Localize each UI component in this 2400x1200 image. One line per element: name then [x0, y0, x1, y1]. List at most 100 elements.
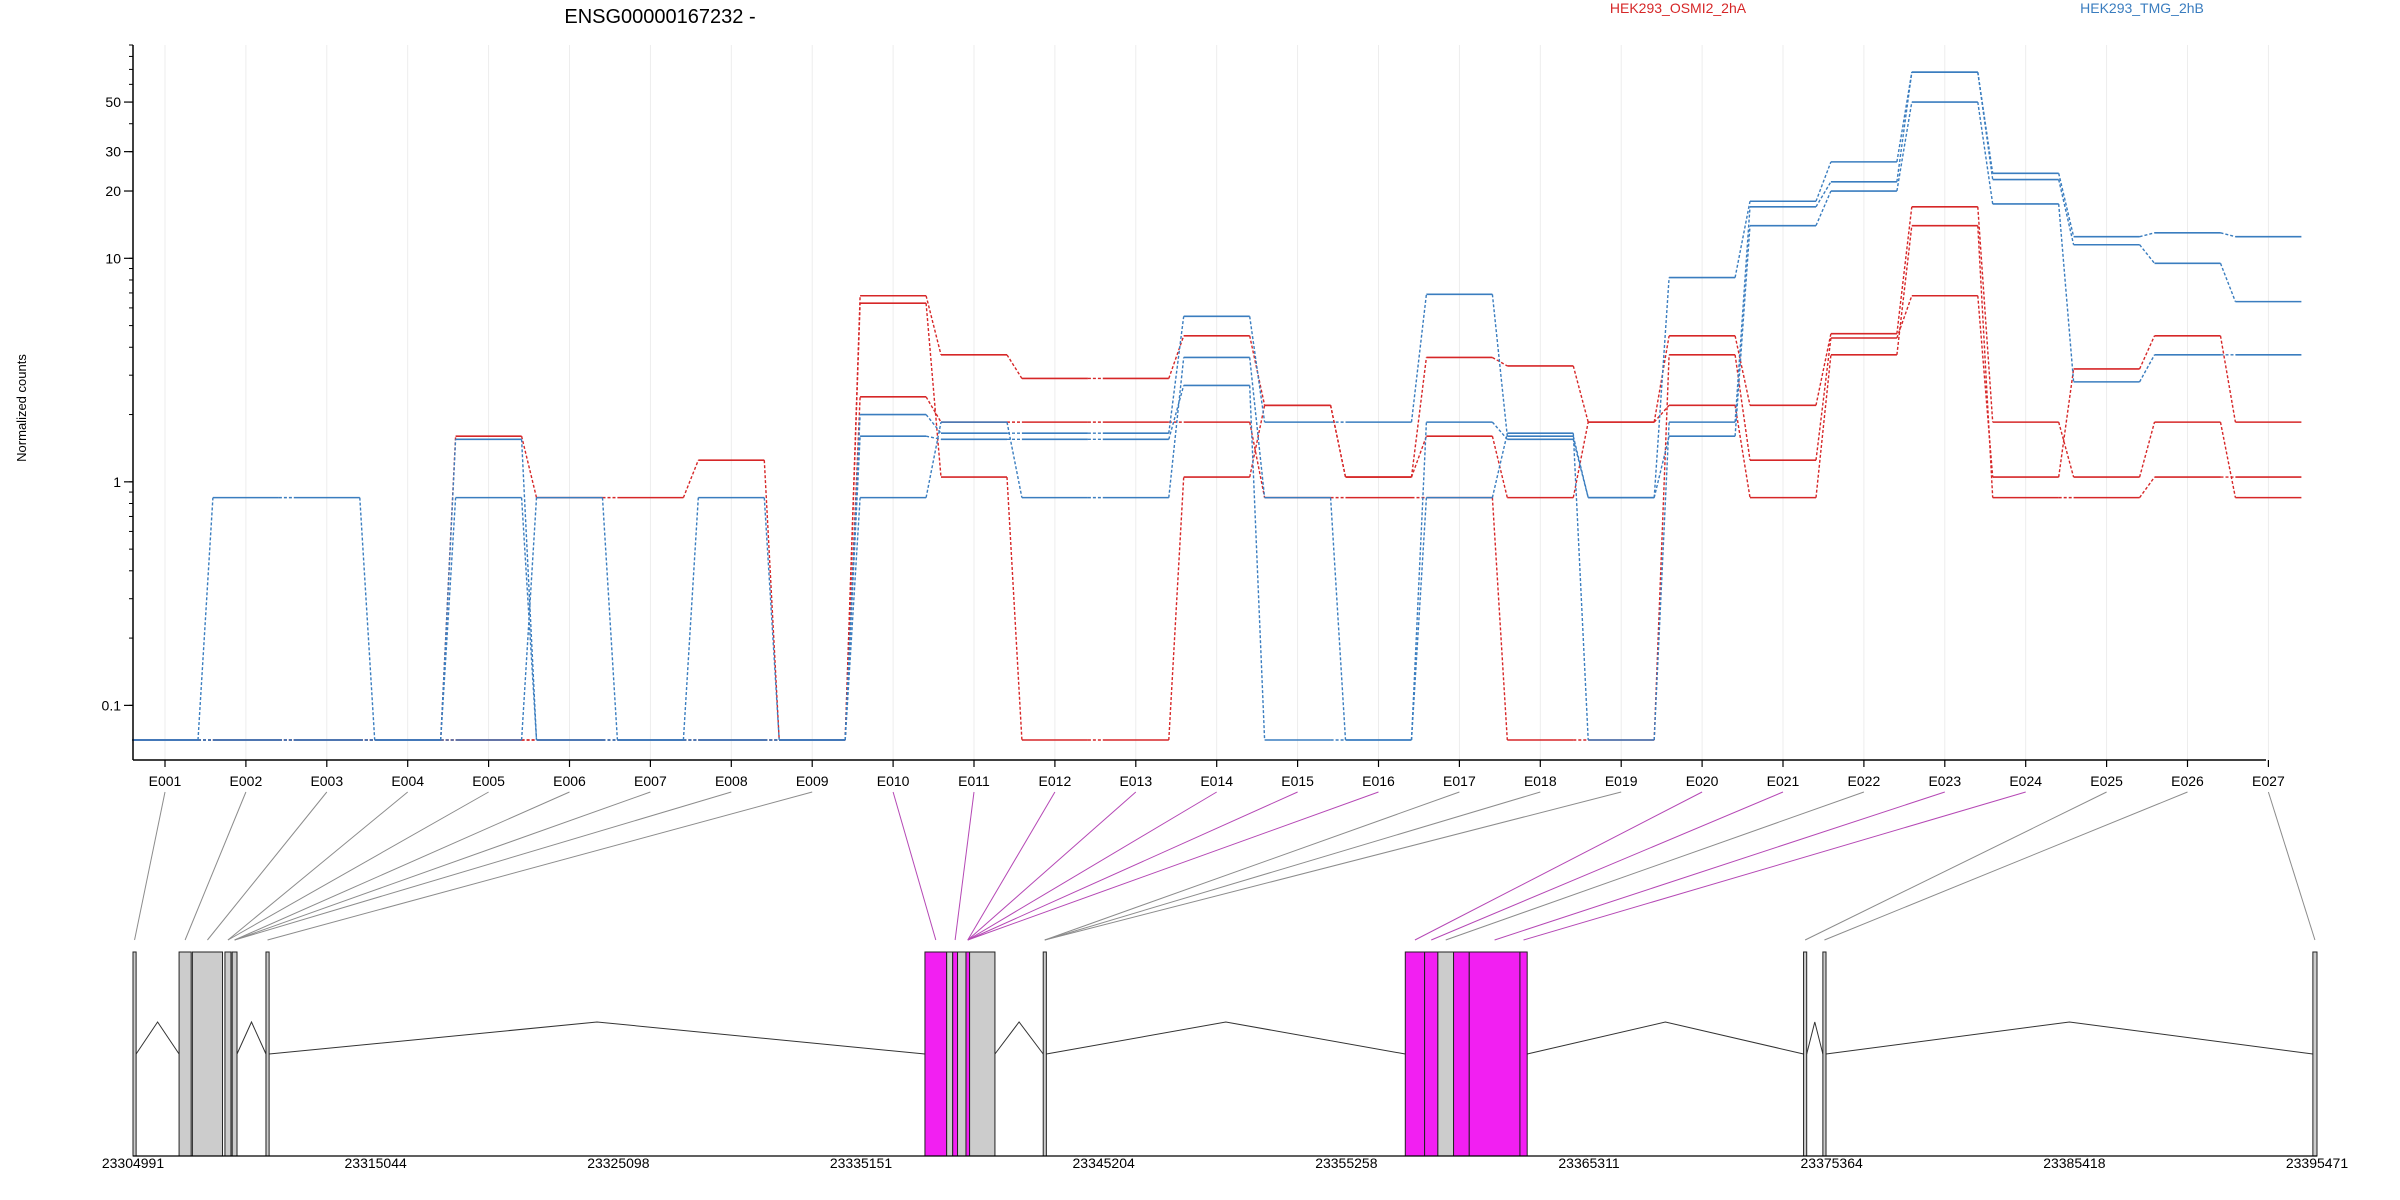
series-transition: [440, 497, 457, 741]
x-tick-label: E009: [796, 773, 829, 789]
bin-connector: [967, 791, 1298, 941]
series-transition: [520, 436, 538, 498]
series-transition: [1896, 206, 1913, 334]
genomic-tick-label: 23355258: [1315, 1155, 1378, 1171]
exon-box: [924, 951, 948, 1157]
genomic-tick-label: 23325098: [587, 1155, 650, 1171]
chart-title: ENSG00000167232 -: [564, 6, 755, 28]
intron-line: [135, 1021, 180, 1055]
series-transition: [925, 295, 942, 355]
y-tick-label: 1: [113, 474, 121, 490]
series-transition: [925, 414, 942, 434]
exon-box: [2312, 951, 2318, 1157]
exon-box: [1803, 951, 1808, 1157]
series-transition: [1653, 335, 1670, 423]
x-tick-label: E022: [1848, 773, 1881, 789]
exon-box: [957, 951, 967, 1157]
x-tick-label: E013: [1119, 773, 1152, 789]
intron-line: [1046, 1021, 1406, 1055]
y-tick-label: 30: [105, 144, 121, 160]
x-tick-label: E023: [1928, 773, 1961, 789]
gene-model: 23304991 23315044 23325098 23335151 23345204…: [102, 951, 2349, 1171]
x-tick-label: E019: [1605, 773, 1638, 789]
series-transition: [1006, 477, 1023, 741]
series-transition: [601, 497, 619, 741]
genomic-tick-label: 23304991: [102, 1155, 165, 1171]
x-tick-label: E017: [1443, 773, 1476, 789]
series-transition: [2058, 203, 2075, 382]
bin-exon-connectors: [134, 791, 2316, 941]
series-transition: [1572, 433, 1589, 741]
x-tick-label: E005: [472, 773, 505, 789]
series-transition: [1168, 335, 1185, 379]
bin-connector: [954, 791, 975, 941]
series-transition: [1491, 433, 1508, 498]
legend-label-condition-b: HEK293_TMG_2hB: [2080, 0, 2204, 16]
series-transition: [1734, 206, 1751, 423]
x-tick-label: E027: [2252, 773, 2285, 789]
bin-connector: [1523, 791, 2026, 941]
exon-box: [952, 951, 959, 1157]
bin-connector: [1414, 791, 1703, 941]
exon-box: [946, 951, 954, 1157]
series-transition: [1815, 333, 1832, 406]
bin-connector: [1824, 791, 2188, 941]
exon-box: [191, 951, 224, 1157]
series-transition: [1896, 225, 1913, 355]
exon-box: [1424, 951, 1439, 1157]
series-transition: [1249, 421, 1266, 498]
series-transition: [2139, 232, 2155, 238]
bin-connector: [207, 791, 328, 941]
bin-connector: [234, 791, 570, 941]
intron-line: [236, 1020, 267, 1055]
exon-box: [132, 951, 137, 1157]
series-transition: [682, 497, 699, 741]
x-tick-label: E002: [230, 773, 263, 789]
exon-box: [224, 951, 232, 1157]
series-transition: [763, 497, 780, 741]
series-transition: [925, 396, 942, 423]
exon-box: [965, 951, 971, 1157]
x-tick-label: E020: [1686, 773, 1719, 789]
series-transition: [1896, 72, 1913, 182]
x-tick-label: E006: [553, 773, 586, 789]
series-transition: [1815, 354, 1832, 498]
exon-box: [1404, 951, 1426, 1157]
exon-box: [969, 951, 996, 1157]
bin-connector: [234, 791, 651, 941]
series-transition: [1249, 405, 1266, 478]
bin-connector: [1431, 791, 1784, 941]
legend-label-condition-a: HEK293_OSMI2_2hA: [1610, 0, 1747, 16]
bin-connector: [1804, 791, 2107, 941]
x-tick-label: E008: [715, 773, 748, 789]
x-tick-label: E014: [1200, 773, 1233, 789]
bin-connector: [1044, 791, 1622, 941]
series-transition: [1977, 101, 1994, 205]
series-transition: [1653, 354, 1670, 741]
x-tick-label: E026: [2171, 773, 2204, 789]
genomic-tick-label: 23345204: [1073, 1155, 1136, 1171]
genomic-tick-label: 23315044: [345, 1155, 408, 1171]
series-transition: [1653, 422, 1670, 741]
bin-connector: [267, 791, 813, 941]
series-transition: [1896, 295, 1913, 339]
series-transition: [1896, 101, 1913, 192]
series-transition: [1249, 335, 1266, 406]
series-transition: [2219, 335, 2237, 423]
series-transition: [1977, 295, 1994, 478]
genomic-tick-label: 23395471: [2286, 1155, 2349, 1171]
series-transition: [1491, 497, 1508, 741]
exon-box: [231, 951, 238, 1157]
x-tick-label: E012: [1039, 773, 1072, 789]
series-transition: [1410, 435, 1428, 478]
series-transition: [1168, 385, 1185, 440]
grid-lines: [164, 45, 2269, 760]
x-tick-label: E015: [1281, 773, 1314, 789]
series-transition: [2138, 354, 2156, 383]
x-tick-label: E016: [1362, 773, 1395, 789]
series-transition: [1329, 405, 1347, 478]
bin-connector: [227, 791, 409, 941]
bin-connector: [1494, 791, 1945, 941]
intron-line: [269, 1021, 925, 1055]
